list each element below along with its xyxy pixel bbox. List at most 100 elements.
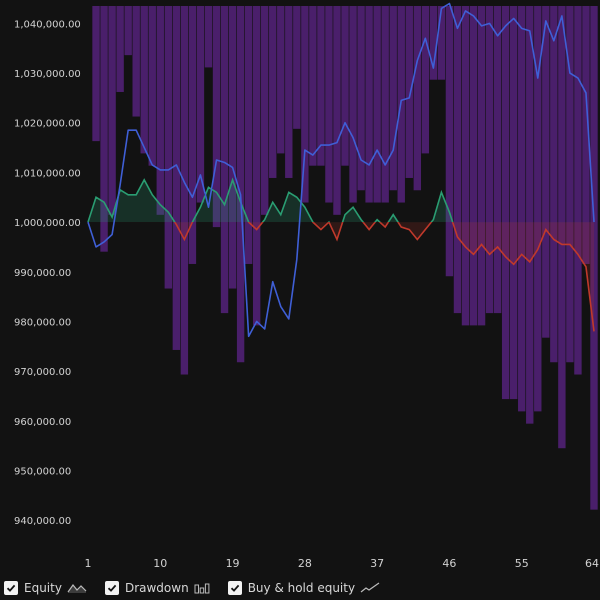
drawdown-bar	[124, 6, 132, 56]
drawdown-bar	[220, 6, 229, 314]
drawdown-bar	[421, 6, 430, 154]
drawdown-bar	[413, 6, 421, 191]
legend-item-buy-hold[interactable]: Buy & hold equity	[227, 581, 380, 595]
drawdown-bar	[518, 6, 526, 412]
bars-icon	[194, 582, 210, 594]
line-icon	[360, 582, 380, 594]
legend-item-drawdown[interactable]: Drawdown	[104, 581, 210, 595]
drawdown-bar	[212, 6, 221, 228]
drawdown-bar	[590, 6, 598, 510]
chart-plot: 940,000.00 950,000.00 960,000.00 970,000.00…	[14, 2, 600, 570]
drawdown-bar	[156, 6, 164, 215]
y-tick-label: 970,000.00	[14, 367, 71, 378]
y-tick-label: 1,020,000.00	[14, 119, 81, 130]
drawdown-bar	[228, 6, 237, 289]
y-tick-label: 1,040,000.00	[14, 19, 81, 30]
drawdown-bar	[277, 6, 285, 154]
drawdown-bar	[445, 6, 454, 277]
legend-item-equity[interactable]: Equity	[4, 581, 87, 595]
drawdown-bar	[405, 6, 413, 178]
drawdown-bar	[172, 6, 181, 350]
drawdown-bar	[236, 6, 245, 363]
checkbox-checked-icon[interactable]	[227, 581, 242, 595]
drawdown-bar	[437, 6, 446, 80]
drawdown-bar	[92, 6, 100, 142]
drawdown-bar	[461, 6, 470, 326]
drawdown-bar	[188, 6, 197, 264]
drawdown-bar	[526, 6, 534, 424]
drawdown-bar	[180, 6, 189, 375]
checkbox-checked-icon[interactable]	[104, 581, 119, 595]
drawdown-bar	[116, 6, 124, 92]
drawdown-bar	[582, 6, 590, 264]
x-tick-label: 10	[153, 557, 167, 570]
drawdown-bar	[365, 6, 373, 203]
y-axis: 940,000.00 950,000.00 960,000.00 970,000.00…	[14, 19, 81, 527]
y-tick-label: 1,000,000.00	[14, 218, 81, 229]
equity-area-below	[88, 222, 594, 332]
drawdown-bar	[204, 6, 213, 68]
x-tick-label: 46	[442, 557, 456, 570]
drawdown-bar	[429, 6, 438, 80]
drawdown-bar	[341, 6, 349, 166]
y-tick-label: 960,000.00	[14, 417, 71, 428]
drawdown-bar	[357, 6, 365, 191]
equity-line-above	[87, 177, 454, 223]
drawdown-bar	[325, 6, 333, 203]
drawdown-bar	[293, 6, 301, 129]
drawdown-bar	[558, 6, 566, 449]
drawdown-bar	[317, 6, 325, 166]
equity-area-above	[88, 179, 453, 223]
legend-label-equity: Equity	[24, 581, 62, 595]
drawdown-bar	[285, 6, 293, 178]
drawdown-bar	[108, 6, 116, 215]
x-tick-label: 28	[298, 557, 312, 570]
x-axis: 1 10 19 28 37 46 55 64	[85, 557, 600, 570]
y-tick-label: 1,010,000.00	[14, 168, 81, 179]
drawdown-bar	[333, 6, 341, 215]
x-tick-label: 1	[85, 557, 92, 570]
x-tick-label: 64	[585, 557, 599, 570]
drawdown-bars	[92, 6, 598, 510]
equity-series	[87, 177, 595, 332]
area-line-icon	[67, 582, 87, 594]
legend: Equity Drawdown Buy & hold equity	[4, 578, 398, 598]
drawdown-bar	[301, 6, 309, 203]
drawdown-bar	[252, 6, 261, 326]
x-tick-label: 37	[370, 557, 384, 570]
drawdown-bar	[132, 6, 140, 117]
y-tick-label: 990,000.00	[14, 268, 71, 279]
drawdown-bar	[542, 6, 550, 338]
drawdown-bar	[140, 6, 148, 154]
y-tick-label: 940,000.00	[14, 516, 71, 527]
drawdown-bar	[485, 6, 494, 314]
drawdown-bar	[566, 6, 574, 363]
drawdown-bar	[574, 6, 582, 375]
buy-hold-line	[87, 2, 595, 338]
drawdown-bar	[196, 6, 205, 203]
drawdown-bar	[269, 6, 277, 178]
drawdown-bar	[261, 6, 269, 215]
drawdown-bar	[509, 6, 518, 400]
y-tick-label: 950,000.00	[14, 466, 71, 477]
x-tick-label: 19	[226, 557, 240, 570]
drawdown-bar	[381, 6, 389, 203]
drawdown-bar	[389, 6, 397, 191]
drawdown-bar	[373, 6, 381, 203]
y-tick-label: 1,030,000.00	[14, 69, 81, 80]
drawdown-bar	[349, 6, 357, 203]
legend-label-drawdown: Drawdown	[124, 581, 189, 595]
drawdown-bar	[164, 6, 173, 289]
drawdown-bar	[493, 6, 502, 314]
drawdown-bar	[534, 6, 542, 412]
x-tick-label: 55	[515, 557, 529, 570]
drawdown-bar	[550, 6, 558, 363]
equity-line-below	[87, 222, 595, 332]
drawdown-bar	[453, 6, 462, 314]
drawdown-bar	[469, 6, 478, 326]
checkbox-checked-icon[interactable]	[4, 581, 18, 595]
drawdown-bar	[477, 6, 486, 326]
legend-label-buy-hold: Buy & hold equity	[247, 581, 356, 595]
drawdown-bar	[148, 6, 156, 166]
drawdown-bar	[244, 6, 253, 264]
